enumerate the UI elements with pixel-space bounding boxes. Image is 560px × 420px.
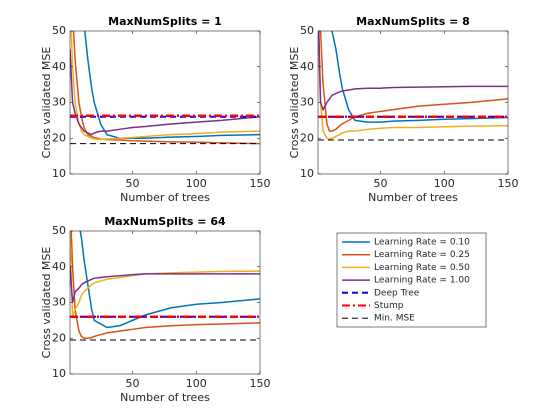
y-tick-label: 50 xyxy=(52,224,66,237)
y-tick-label: 40 xyxy=(52,60,66,73)
y-tick-label: 20 xyxy=(52,131,66,144)
series-line xyxy=(70,48,260,136)
y-tick-label: 40 xyxy=(300,60,314,73)
series-line xyxy=(72,31,260,145)
series-line xyxy=(319,31,508,132)
y-axis-label: Cross validated MSE xyxy=(40,247,53,359)
x-tick-label: 150 xyxy=(250,377,271,390)
y-tick-label: 20 xyxy=(52,331,66,344)
y-axis-label: Cross validated MSE xyxy=(40,47,53,159)
legend-label: Learning Rate = 1.00 xyxy=(374,276,470,286)
series-line xyxy=(70,231,260,318)
x-axis-label: Number of trees xyxy=(120,191,210,204)
y-tick-label: 30 xyxy=(52,96,66,109)
y-axis-label: Cross validated MSE xyxy=(288,47,301,159)
legend-label: Deep Tree xyxy=(374,288,420,298)
x-tick-label: 150 xyxy=(498,177,519,190)
y-tick-label: 50 xyxy=(52,24,66,37)
y-tick-label: 50 xyxy=(300,24,314,37)
y-tick-label: 10 xyxy=(52,167,66,180)
plot-lines xyxy=(318,31,508,141)
y-tick-label: 10 xyxy=(300,167,314,180)
x-tick-label: 50 xyxy=(125,377,139,390)
legend-label: Stump xyxy=(374,301,404,311)
chart-title: MaxNumSplits = 64 xyxy=(104,215,226,228)
series-line xyxy=(318,31,508,140)
chart-title: MaxNumSplits = 8 xyxy=(356,15,470,28)
series-line xyxy=(84,31,260,139)
y-tick-label: 10 xyxy=(52,367,66,380)
series-line xyxy=(70,266,260,303)
x-tick-label: 100 xyxy=(186,177,207,190)
legend-label: Learning Rate = 0.10 xyxy=(374,238,470,248)
series-line xyxy=(79,231,260,329)
plot-area xyxy=(70,231,260,374)
x-tick-label: 100 xyxy=(186,377,207,390)
chart-title: MaxNumSplits = 1 xyxy=(108,15,222,28)
y-tick-label: 30 xyxy=(52,296,66,309)
y-tick-label: 30 xyxy=(300,96,314,109)
x-axis-label: Number of trees xyxy=(120,391,210,404)
x-tick-label: 150 xyxy=(250,177,271,190)
plot-lines xyxy=(70,231,260,341)
x-tick-label: 50 xyxy=(125,177,139,190)
legend-label: Learning Rate = 0.50 xyxy=(374,263,470,273)
x-tick-label: 50 xyxy=(373,177,387,190)
plot-lines xyxy=(70,31,260,145)
series-line xyxy=(70,231,260,339)
plot-area xyxy=(70,31,260,174)
y-tick-label: 40 xyxy=(52,260,66,273)
legend-label: Learning Rate = 0.25 xyxy=(374,250,470,260)
series-line xyxy=(318,31,508,112)
y-tick-label: 20 xyxy=(300,131,314,144)
series-line xyxy=(331,31,508,123)
legend-label: Min. MSE xyxy=(374,314,415,324)
x-tick-label: 100 xyxy=(434,177,455,190)
x-axis-label: Number of trees xyxy=(368,191,458,204)
